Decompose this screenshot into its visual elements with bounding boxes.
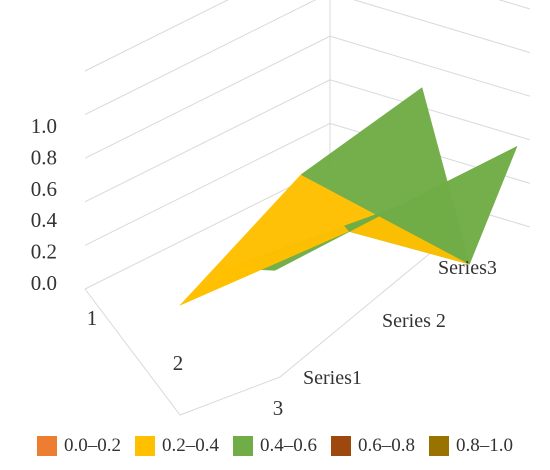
- legend-swatch: [429, 436, 449, 456]
- legend-label: 0.4–0.6: [260, 435, 317, 456]
- legend-label: 0.2–0.4: [162, 435, 219, 456]
- legend-label: 0.8–1.0: [456, 435, 513, 456]
- series-label: Series3: [438, 257, 497, 279]
- legend-label: 0.6–0.8: [358, 435, 415, 456]
- legend-item: 0.0–0.2: [37, 435, 121, 457]
- legend-swatch: [233, 436, 253, 456]
- surface-patch: [179, 174, 349, 306]
- gridline: [84, 0, 531, 72]
- category-label: 3: [273, 396, 284, 420]
- legend-item: 0.2–0.4: [135, 435, 219, 457]
- legend-swatch: [37, 436, 57, 456]
- floor-edge: [84, 249, 435, 416]
- legend-item: 0.8–1.0: [429, 435, 513, 457]
- series-label: Series1: [303, 367, 362, 389]
- z-tick-label: 0.8: [31, 145, 57, 169]
- gridline: [84, 35, 531, 159]
- z-tick-label: 1.0: [31, 114, 57, 138]
- category-label: 2: [173, 351, 184, 375]
- legend-label: 0.0–0.2: [64, 435, 121, 456]
- z-tick-label: 0.2: [31, 240, 57, 264]
- chart-legend: 0.0–0.2 0.2–0.4 0.4–0.6 0.6–0.8 0.8–1.0: [0, 426, 550, 466]
- surface-chart: 0.0 0.2 0.4 0.6 0.8 1.0 1 2 3 Series1 Series 2 Seri…: [31, 0, 531, 420]
- z-tick-label: 0.4: [31, 208, 58, 232]
- category-label: 1: [87, 306, 98, 330]
- surface-patch: [300, 87, 470, 265]
- z-tick-label: 0.0: [31, 271, 57, 295]
- legend-swatch: [135, 436, 155, 456]
- legend-item: 0.6–0.8: [331, 435, 415, 457]
- z-tick-label: 0.6: [31, 177, 57, 201]
- chart-area: 0.0 0.2 0.4 0.6 0.8 1.0 1 2 3 Series1 Series 2 Seri…: [31, 0, 531, 420]
- legend-item: 0.4–0.6: [233, 435, 317, 457]
- gridline: [84, 0, 531, 116]
- series-label: Series 2: [382, 310, 446, 332]
- legend-swatch: [331, 436, 351, 456]
